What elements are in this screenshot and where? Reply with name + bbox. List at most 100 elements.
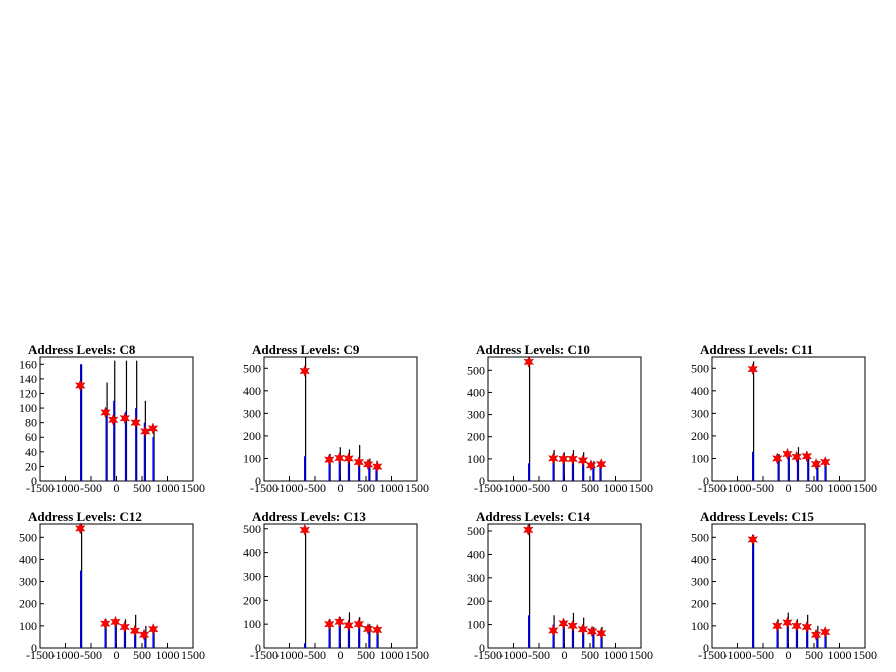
panel: Address Levels: C8020406080100120140160-… [19, 342, 205, 495]
y-tick-label: 500 [19, 530, 37, 544]
y-tick-label: 400 [243, 384, 261, 398]
y-tick-label: 500 [691, 361, 709, 375]
panel-title: Address Levels: C13 [252, 509, 366, 524]
peak-marker [100, 406, 111, 419]
peak-marker [353, 456, 365, 469]
y-tick-label: 0 [31, 474, 37, 488]
x-tick-label: 1500 [405, 481, 429, 495]
peak-marker [819, 456, 831, 469]
x-tick-label: -1000 [724, 481, 752, 495]
y-tick-label: 200 [243, 593, 261, 607]
panel: Address Levels: C11 0 100 200 300 400 500 -1500… [691, 342, 877, 495]
peak-marker [371, 460, 383, 473]
peak-marker [324, 618, 335, 631]
y-tick-label: 60 [25, 430, 37, 444]
panel-title: Address Levels: C14 [476, 509, 590, 524]
y-tick-label: 300 [691, 575, 709, 589]
x-tick-label: 0 [114, 648, 120, 662]
peak-marker [595, 458, 607, 471]
y-tick-label: 300 [243, 569, 261, 583]
y-tick-label: 400 [691, 552, 709, 566]
y-tick-label: 140 [19, 372, 37, 386]
peak-marker [140, 425, 151, 438]
x-tick-label: 0 [338, 481, 344, 495]
x-tick-label: 0 [786, 481, 792, 495]
x-tick-label: -500 [304, 481, 326, 495]
peak-marker [819, 626, 831, 639]
peak-marker [801, 450, 813, 463]
x-tick-label: 1500 [405, 648, 429, 662]
y-tick-label: 100 [691, 619, 709, 633]
y-tick-label: 400 [467, 385, 485, 399]
panel: Address Levels: C14 0 100 200 300 400 500 -1500… [467, 509, 653, 662]
y-tick-label: 400 [467, 547, 485, 561]
panel: Address Levels: C90100200300400500-1500-… [243, 342, 429, 495]
x-tick-label: 0 [786, 648, 792, 662]
y-tick-label: 0 [255, 474, 261, 488]
peak-marker [567, 619, 578, 632]
peak-marker [75, 379, 86, 392]
y-tick-label: 0 [31, 641, 37, 655]
peak-marker [586, 625, 598, 638]
x-tick-label: -500 [80, 481, 102, 495]
peak-marker [299, 523, 311, 536]
y-tick-label: 0 [703, 474, 709, 488]
peak-marker [110, 615, 121, 628]
panel-title: Address Levels: C15 [700, 509, 814, 524]
y-tick-label: 200 [19, 597, 37, 611]
x-tick-label: -1500 [698, 648, 726, 662]
peak-marker [299, 364, 311, 378]
panel: Address Levels: C10 0 100 200 300 400 500 -1500… [467, 342, 653, 495]
peak-marker [362, 458, 374, 471]
x-tick-label: -1000 [276, 481, 304, 495]
x-tick-label: 1500 [629, 648, 653, 662]
x-tick-label: 1500 [629, 481, 653, 495]
x-tick-label: 500 [581, 481, 599, 495]
x-tick-label: 1000 [828, 481, 852, 495]
x-tick-label: 1500 [853, 648, 877, 662]
x-tick-label: -1000 [276, 648, 304, 662]
x-tick-label: -500 [752, 481, 774, 495]
peak-marker [147, 623, 159, 636]
x-tick-label: 500 [805, 481, 823, 495]
y-tick-label: 400 [691, 384, 709, 398]
panel: Address Levels: C13 0 100 200 300 400 500 -1500… [243, 509, 429, 662]
x-tick-label: 500 [133, 481, 151, 495]
y-tick-label: 500 [467, 363, 485, 377]
peak-marker [107, 413, 119, 426]
panel-title: Address Levels: C8 [28, 342, 136, 357]
x-tick-label: -1500 [474, 481, 502, 495]
y-tick-label: 100 [243, 451, 261, 465]
x-tick-label: 1500 [181, 481, 205, 495]
x-tick-label: 0 [338, 648, 344, 662]
peak-marker [791, 619, 802, 632]
peak-marker [353, 618, 365, 631]
peak-marker [577, 623, 589, 636]
x-tick-label: -1500 [698, 481, 726, 495]
panel-title: Address Levels: C9 [252, 342, 360, 357]
peak-marker [747, 533, 759, 546]
y-tick-label: 300 [467, 408, 485, 422]
x-tick-label: 1000 [156, 648, 180, 662]
y-tick-label: 500 [467, 524, 485, 538]
peak-marker [324, 453, 335, 466]
peak-marker [548, 624, 559, 637]
peak-marker [810, 458, 822, 471]
x-tick-label: 1000 [604, 648, 628, 662]
x-tick-label: 1000 [828, 648, 852, 662]
y-tick-label: 0 [479, 641, 485, 655]
x-tick-label: -1500 [26, 648, 54, 662]
peak-marker [558, 452, 569, 465]
peak-marker [334, 615, 345, 628]
peak-marker [772, 619, 783, 632]
x-tick-label: 500 [581, 648, 599, 662]
x-tick-label: 1000 [380, 481, 404, 495]
x-tick-label: 1500 [853, 481, 877, 495]
y-tick-label: 0 [703, 641, 709, 655]
x-tick-label: 1000 [156, 481, 180, 495]
x-tick-label: -500 [304, 648, 326, 662]
y-tick-label: 300 [243, 406, 261, 420]
y-tick-label: 100 [467, 618, 485, 632]
x-tick-label: 500 [357, 481, 375, 495]
